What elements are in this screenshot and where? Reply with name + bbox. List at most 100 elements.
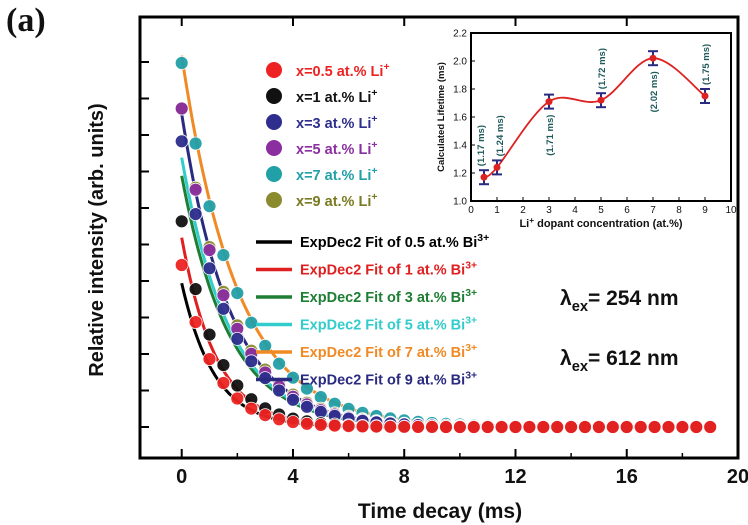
legend-marker: [266, 140, 282, 156]
data-marker: [536, 420, 551, 434]
legend-fit-label: ExpDec2 Fit of 5 at.% Bi3+: [300, 316, 477, 334]
data-marker: [341, 419, 356, 434]
data-marker: [244, 401, 259, 416]
data-marker: [244, 354, 259, 369]
inset-value-label: (1.17 ms): [476, 125, 487, 166]
data-marker: [508, 420, 523, 434]
data-marker: [286, 415, 300, 429]
x-tick-label: 8: [399, 466, 410, 488]
data-marker: [272, 356, 287, 371]
data-marker: [216, 301, 231, 316]
legend-marker: [266, 166, 282, 182]
panel-label: (a): [6, 2, 46, 39]
inset-x-tick-label: 9: [702, 205, 708, 216]
data-marker: [174, 134, 189, 149]
data-marker: [522, 420, 537, 434]
data-marker: [397, 419, 412, 434]
data-marker: [230, 378, 245, 393]
data-marker: [272, 412, 287, 427]
inset-x-tick-label: 0: [468, 205, 474, 216]
inset-x-tick-label: 7: [650, 205, 656, 216]
data-marker: [174, 258, 189, 272]
data-marker: [564, 420, 578, 434]
inset-value-label: (1.24 ms): [495, 115, 506, 156]
inset-y-tick-label: 1.0: [453, 197, 467, 208]
legend-label: x=1 at.% Li+: [296, 88, 377, 106]
data-marker: [480, 420, 495, 434]
data-marker: [188, 282, 203, 297]
legend-fit-label: ExpDec2 Fit of 1 at.% Bi3+: [300, 261, 477, 279]
wavelength-annotation: λex= 612 nm: [560, 347, 679, 375]
data-marker: [327, 418, 342, 433]
data-marker: [578, 420, 592, 434]
data-marker: [661, 420, 676, 434]
data-marker: [188, 182, 203, 197]
data-marker: [188, 207, 203, 222]
data-marker: [369, 419, 384, 434]
inset-y-tick-label: 1.2: [453, 169, 467, 180]
data-marker: [313, 417, 328, 432]
legend-fit-label: ExpDec2 Fit of 0.5 at.% Bi3+: [300, 233, 489, 251]
inset-y-tick-label: 1.6: [453, 113, 467, 124]
data-marker: [216, 248, 231, 263]
data-marker: [216, 358, 231, 373]
inset-value-label: (1.75 ms): [701, 44, 712, 85]
wavelength-annotation: λex= 254 nm: [560, 287, 679, 315]
legend-label: x=0.5 at.% Li+: [296, 62, 390, 80]
inset-y-tick-label: 1.4: [453, 141, 467, 152]
data-marker: [411, 419, 426, 434]
legend-label: x=5 at.% Li+: [296, 140, 377, 158]
data-marker: [383, 419, 398, 434]
inset-x-tick-label: 5: [598, 205, 604, 216]
data-marker: [299, 416, 314, 431]
data-marker: [202, 327, 217, 342]
data-marker: [272, 383, 287, 398]
data-marker: [466, 420, 481, 434]
inset-x-tick-label: 2: [520, 205, 526, 216]
data-marker: [230, 331, 245, 346]
data-marker: [174, 56, 189, 70]
x-tick-label: 0: [176, 466, 187, 488]
inset-data-point: [493, 163, 501, 171]
data-marker: [299, 399, 314, 414]
x-tick-label: 12: [504, 466, 526, 488]
legend-fit-label: ExpDec2 Fit of 3 at.% Bi3+: [300, 288, 477, 306]
inset-x-tick-label: 8: [676, 205, 682, 216]
x-tick-label: 16: [616, 466, 638, 488]
data-marker: [689, 420, 704, 434]
x-tick-label: 20: [727, 466, 748, 488]
inset-data-point: [649, 54, 657, 62]
data-marker: [592, 420, 606, 434]
data-marker: [286, 370, 300, 385]
x-tick-label: 4: [287, 466, 299, 488]
inset-value-label: (2.02 ms): [649, 71, 660, 112]
inset-plot-frame: [470, 32, 732, 202]
data-marker: [244, 315, 259, 330]
legend-label: x=9 at.% Li+: [296, 192, 377, 210]
x-axis-title: Time decay (ms): [358, 500, 522, 523]
data-marker: [633, 420, 648, 434]
data-marker: [188, 136, 203, 151]
data-marker: [355, 419, 370, 434]
data-marker: [216, 376, 231, 390]
data-marker: [188, 315, 203, 330]
legend-marker: [266, 114, 282, 130]
y-axis-title: Relative intensity (arb. units): [86, 103, 108, 376]
data-marker: [647, 420, 662, 434]
data-marker: [605, 420, 620, 434]
data-marker: [703, 420, 718, 434]
data-marker: [216, 288, 231, 303]
inset-value-label: (1.72 ms): [597, 48, 608, 89]
data-marker: [230, 286, 245, 301]
legend-fit-label: ExpDec2 Fit of 9 at.% Bi3+: [300, 371, 477, 389]
inset-data-point: [545, 98, 553, 106]
inset-y-tick-label: 2.2: [453, 29, 467, 40]
data-marker: [286, 392, 300, 407]
data-marker: [202, 243, 217, 258]
data-marker: [494, 420, 509, 434]
inset-x-tick-label: 10: [725, 205, 737, 216]
inset-data-point: [701, 92, 709, 100]
data-marker: [202, 261, 217, 276]
data-marker: [439, 420, 453, 434]
